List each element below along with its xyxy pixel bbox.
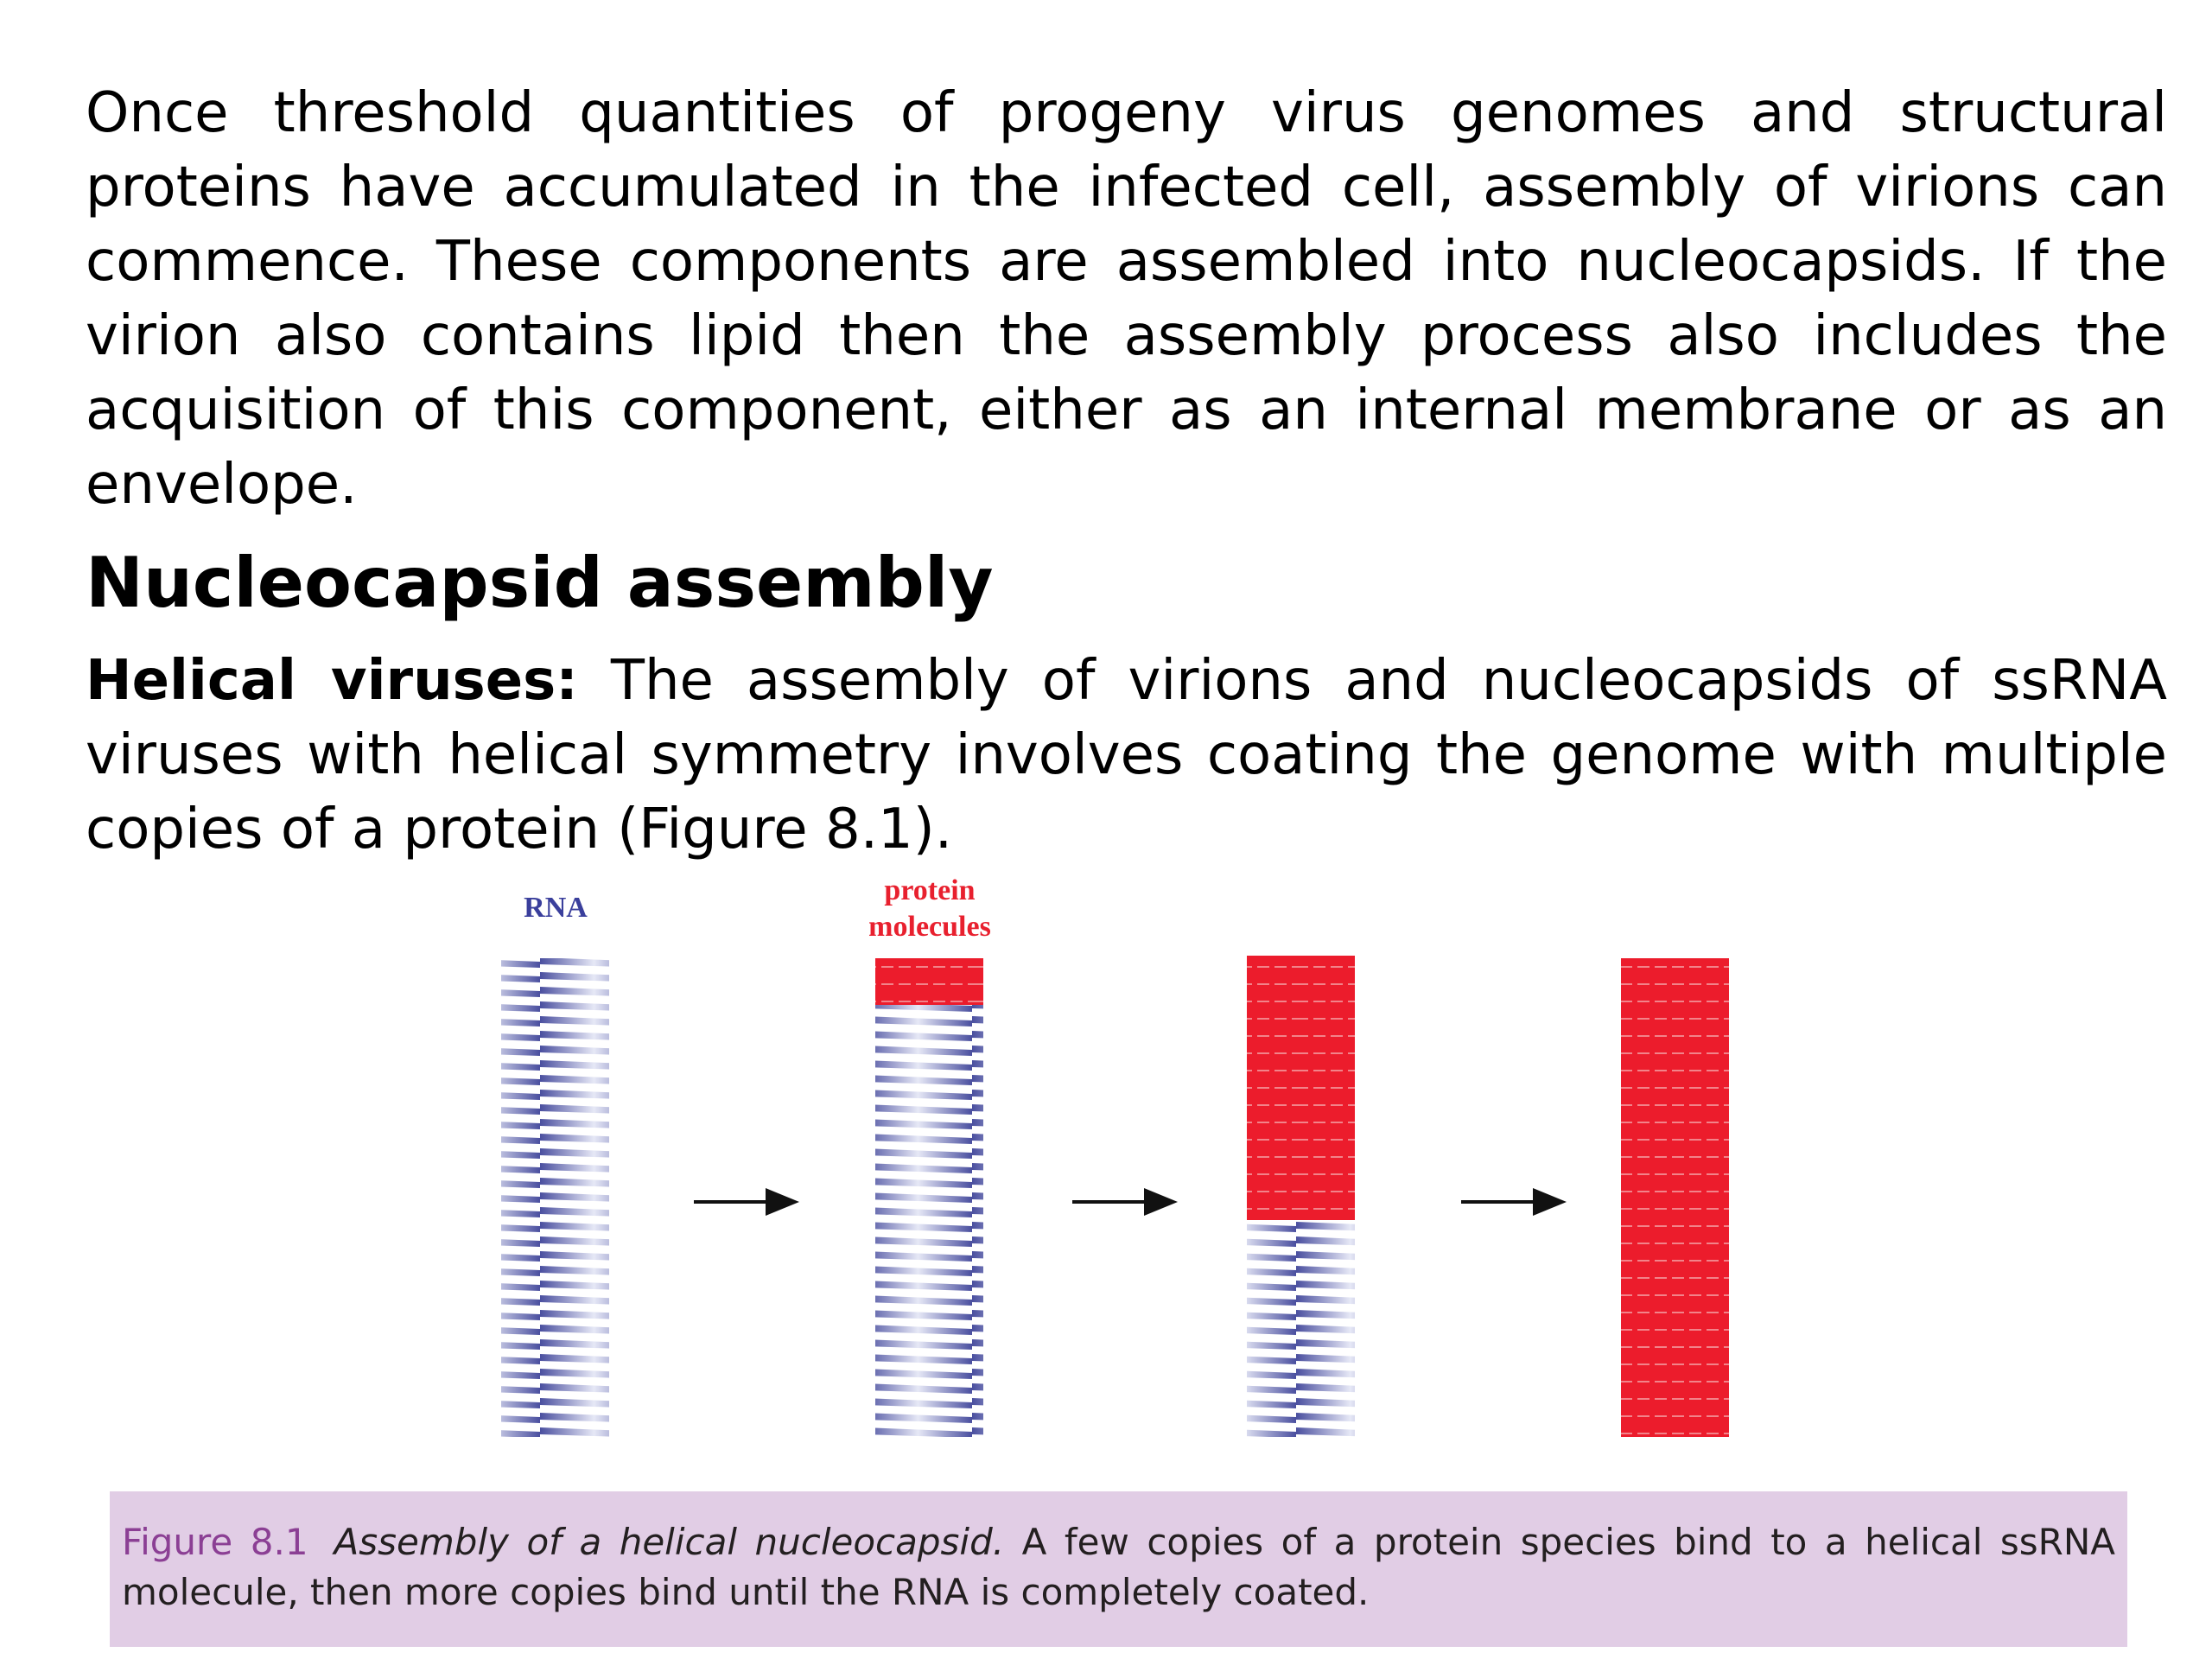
figure-caption: Figure 8.1 Assembly of a helical nucleoca… [110,1491,2127,1647]
helix-partial-1 [875,958,983,1437]
arrows [694,1188,1567,1216]
heading: Nucleocapsid assembly [86,543,994,623]
lead: Helical viruses: [86,649,578,713]
helix-coated [1621,958,1729,1437]
protein-label: protein molecules [868,874,991,943]
rna-label: RNA [524,892,588,924]
paragraph: Helical viruses: The assembly of virions… [86,644,2167,867]
helix-rna [501,958,609,1437]
paragraph-text: The assembly of virions and nucleocapsid… [86,649,2168,861]
figure-number: Figure 8.1 [122,1521,308,1563]
caption-text: A few copies of a protein species bind t… [122,1521,2116,1613]
paragraph: Once threshold quantities of progeny vir… [86,81,2167,517]
figure-title: Assembly of a helical nucleocapsid. [334,1521,1005,1563]
helix-partial-2 [1247,956,1355,1437]
